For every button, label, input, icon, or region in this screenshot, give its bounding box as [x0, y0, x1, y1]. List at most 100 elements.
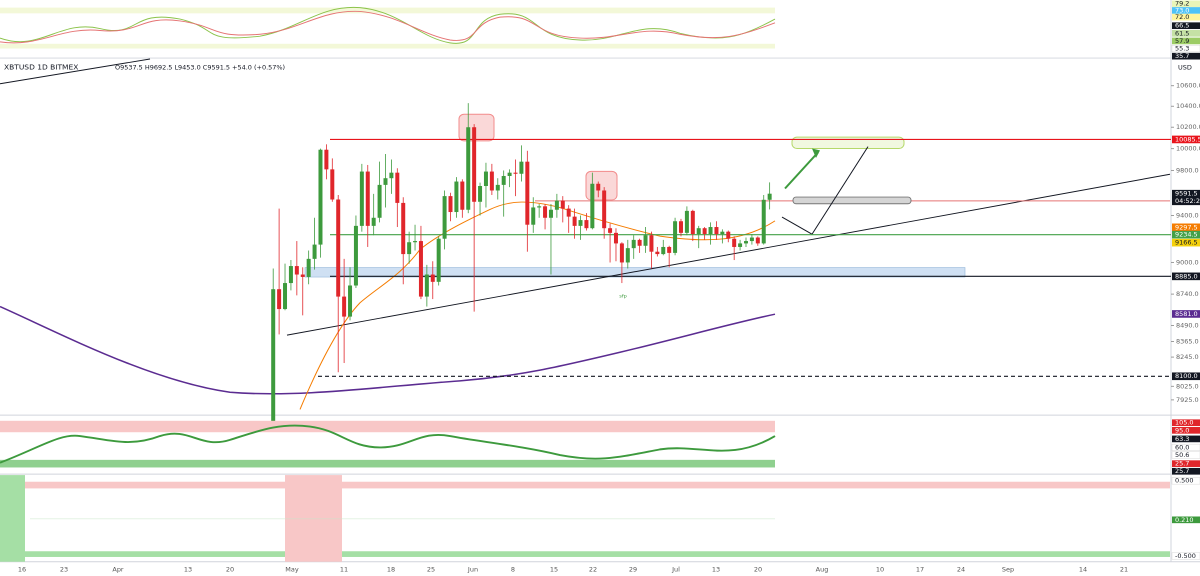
annotation: sfp: [619, 294, 627, 300]
candle-body: [684, 210, 689, 233]
x-tick-label: 13: [712, 566, 720, 573]
candle-body: [714, 227, 719, 235]
candle-body: [294, 266, 299, 275]
retest-box: [792, 196, 912, 205]
candle-body: [495, 184, 500, 191]
candle-body: [348, 285, 353, 317]
candle-body: [336, 199, 341, 297]
panel-label-bg: [1172, 7, 1200, 14]
candle-body: [519, 161, 524, 174]
candle-body: [383, 178, 388, 185]
x-tick-label: 14: [1079, 566, 1087, 573]
arrow-head: [812, 148, 820, 159]
highlight: [0, 475, 25, 562]
panel-label-bg: [1171, 552, 1200, 560]
panel-label-bg: [1171, 443, 1200, 451]
candle-body: [690, 210, 695, 235]
x-tick-label: 8: [511, 566, 515, 573]
candle-body: [436, 238, 441, 282]
y-tick-label: 8740.0: [1176, 291, 1199, 298]
x-tick-label: 24: [957, 566, 965, 573]
candle-body: [560, 200, 565, 209]
candle-body: [543, 206, 548, 218]
candle-body: [401, 202, 406, 255]
trendline: [0, 58, 151, 85]
symbol: XBTUSD 1D BITMEX: [4, 63, 78, 72]
candle-body: [312, 244, 317, 259]
x-tick-label: 20: [754, 566, 762, 573]
y-tick-label: 8365.0: [1176, 339, 1199, 346]
y-tick-label: 8245.0: [1176, 354, 1199, 361]
candle-body: [413, 241, 418, 243]
candle-body: [548, 209, 553, 218]
candle-body: [407, 242, 412, 255]
candle-body: [643, 235, 648, 246]
price-label: 8581.0: [1175, 311, 1198, 318]
moving-average: [299, 201, 776, 410]
candle-body: [377, 184, 382, 218]
panel-label: 55.3: [1175, 46, 1189, 53]
panel-label: 66.5: [1175, 23, 1189, 30]
y-tick-label: 10200.0: [1176, 124, 1200, 131]
candle-body: [572, 216, 577, 226]
candle-body: [708, 227, 713, 235]
rsi-line: [0, 424, 776, 464]
candle-body: [755, 237, 760, 244]
candle-body: [619, 243, 624, 263]
x-tick-label: Jun: [467, 566, 478, 573]
y-tick-label: 8025.0: [1176, 383, 1199, 390]
panel-label: 95.0: [1175, 427, 1189, 434]
panel-label: 61.5: [1175, 30, 1189, 37]
moving-average: [0, 305, 776, 395]
panel-label: -0.500: [1175, 553, 1196, 560]
candle-body: [744, 241, 748, 244]
band: [0, 7, 775, 14]
candle-body: [300, 274, 305, 277]
price-label-bg: [1172, 135, 1200, 144]
panel-label-bg: [1172, 516, 1200, 524]
x-tick-label: 11: [340, 566, 348, 573]
x-tick-label: 13: [184, 566, 192, 573]
panel-label-bg: [1172, 419, 1200, 427]
panel-label: 105.0: [1175, 420, 1194, 427]
panel-label-bg: [1172, 29, 1200, 37]
y-tick-label: 10000.0: [1176, 146, 1200, 153]
x-tick-label: 18: [387, 566, 395, 573]
x-tick-label: 25: [427, 566, 435, 573]
candle-body: [454, 181, 459, 213]
candle-body: [501, 175, 506, 185]
top-panel: [0, 6, 776, 49]
candle-body: [661, 246, 666, 255]
candle-body: [324, 149, 329, 170]
candle-body: [365, 171, 370, 226]
y-tick-label: 7925.0: [1176, 397, 1199, 404]
candle-body: [460, 181, 465, 210]
candle-body: [318, 149, 323, 245]
candle-body: [448, 196, 453, 213]
panel-label-bg: [1172, 427, 1200, 434]
panel-label: 25.7: [1175, 461, 1189, 468]
panel-label-bg: [1172, 467, 1200, 475]
panel-label: 63.3: [1175, 436, 1189, 443]
x-tick-label: Sep: [1002, 566, 1014, 573]
candle-body: [389, 172, 394, 179]
x-tick-label: 29: [629, 566, 637, 573]
x-tick-label: Jul: [671, 566, 680, 573]
oversold-band: [0, 459, 775, 468]
support-zone: [304, 267, 966, 278]
candle-body: [637, 239, 642, 246]
oscillator-line: [0, 10, 776, 44]
x-tick-label: 20: [226, 566, 234, 573]
candle-body: [625, 248, 630, 263]
axes: 10600.0 10400.0 10200.0 10000.0 9800.0 9400.0…: [18, 0, 1200, 573]
candle-body: [696, 228, 701, 235]
candle-body: [631, 239, 636, 249]
candle-body: [330, 169, 335, 200]
candle-body: [353, 225, 358, 286]
x-tick-label: 10: [876, 566, 884, 573]
panel-label: 79.2: [1175, 1, 1189, 8]
price-pane: [271, 103, 1171, 429]
candle-body: [489, 171, 494, 191]
candle-body: [702, 228, 707, 235]
panel-label-bg: [1172, 435, 1200, 443]
